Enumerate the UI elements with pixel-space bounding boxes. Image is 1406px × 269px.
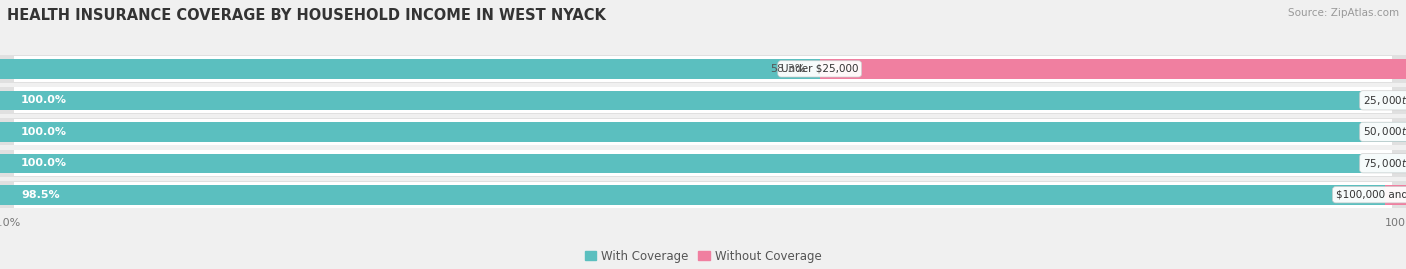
Bar (820, 59, 1406, 79)
Text: 100.0%: 100.0% (21, 127, 67, 137)
Bar (14, 87, 1392, 113)
Text: Under $25,000: Under $25,000 (780, 64, 859, 74)
Text: 58.3%: 58.3% (770, 64, 806, 74)
Text: $25,000 to $49,999: $25,000 to $49,999 (1362, 94, 1406, 107)
Text: HEALTH INSURANCE COVERAGE BY HOUSEHOLD INCOME IN WEST NYACK: HEALTH INSURANCE COVERAGE BY HOUSEHOLD I… (7, 8, 606, 23)
Text: $100,000 and over: $100,000 and over (1336, 190, 1406, 200)
Legend: With Coverage, Without Coverage: With Coverage, Without Coverage (585, 250, 821, 263)
Bar (0, 87, 1406, 114)
Bar (0, 122, 1406, 141)
Bar (0, 59, 820, 79)
Text: $50,000 to $74,999: $50,000 to $74,999 (1362, 125, 1406, 138)
Text: 98.5%: 98.5% (21, 190, 59, 200)
Text: Source: ZipAtlas.com: Source: ZipAtlas.com (1288, 8, 1399, 18)
Bar (0, 55, 1406, 83)
Text: 100.0%: 100.0% (21, 158, 67, 168)
Bar (0, 150, 1406, 177)
Bar (14, 56, 1392, 82)
Bar (14, 150, 1392, 176)
Bar (0, 154, 1406, 173)
Bar (0, 185, 1385, 204)
Bar (0, 91, 1406, 110)
Text: 100.0%: 100.0% (21, 95, 67, 105)
Bar (0, 181, 1406, 208)
Bar (14, 119, 1392, 145)
Bar (1385, 185, 1406, 204)
Bar (0, 118, 1406, 146)
Text: $75,000 to $99,999: $75,000 to $99,999 (1362, 157, 1406, 170)
Bar (14, 182, 1392, 208)
